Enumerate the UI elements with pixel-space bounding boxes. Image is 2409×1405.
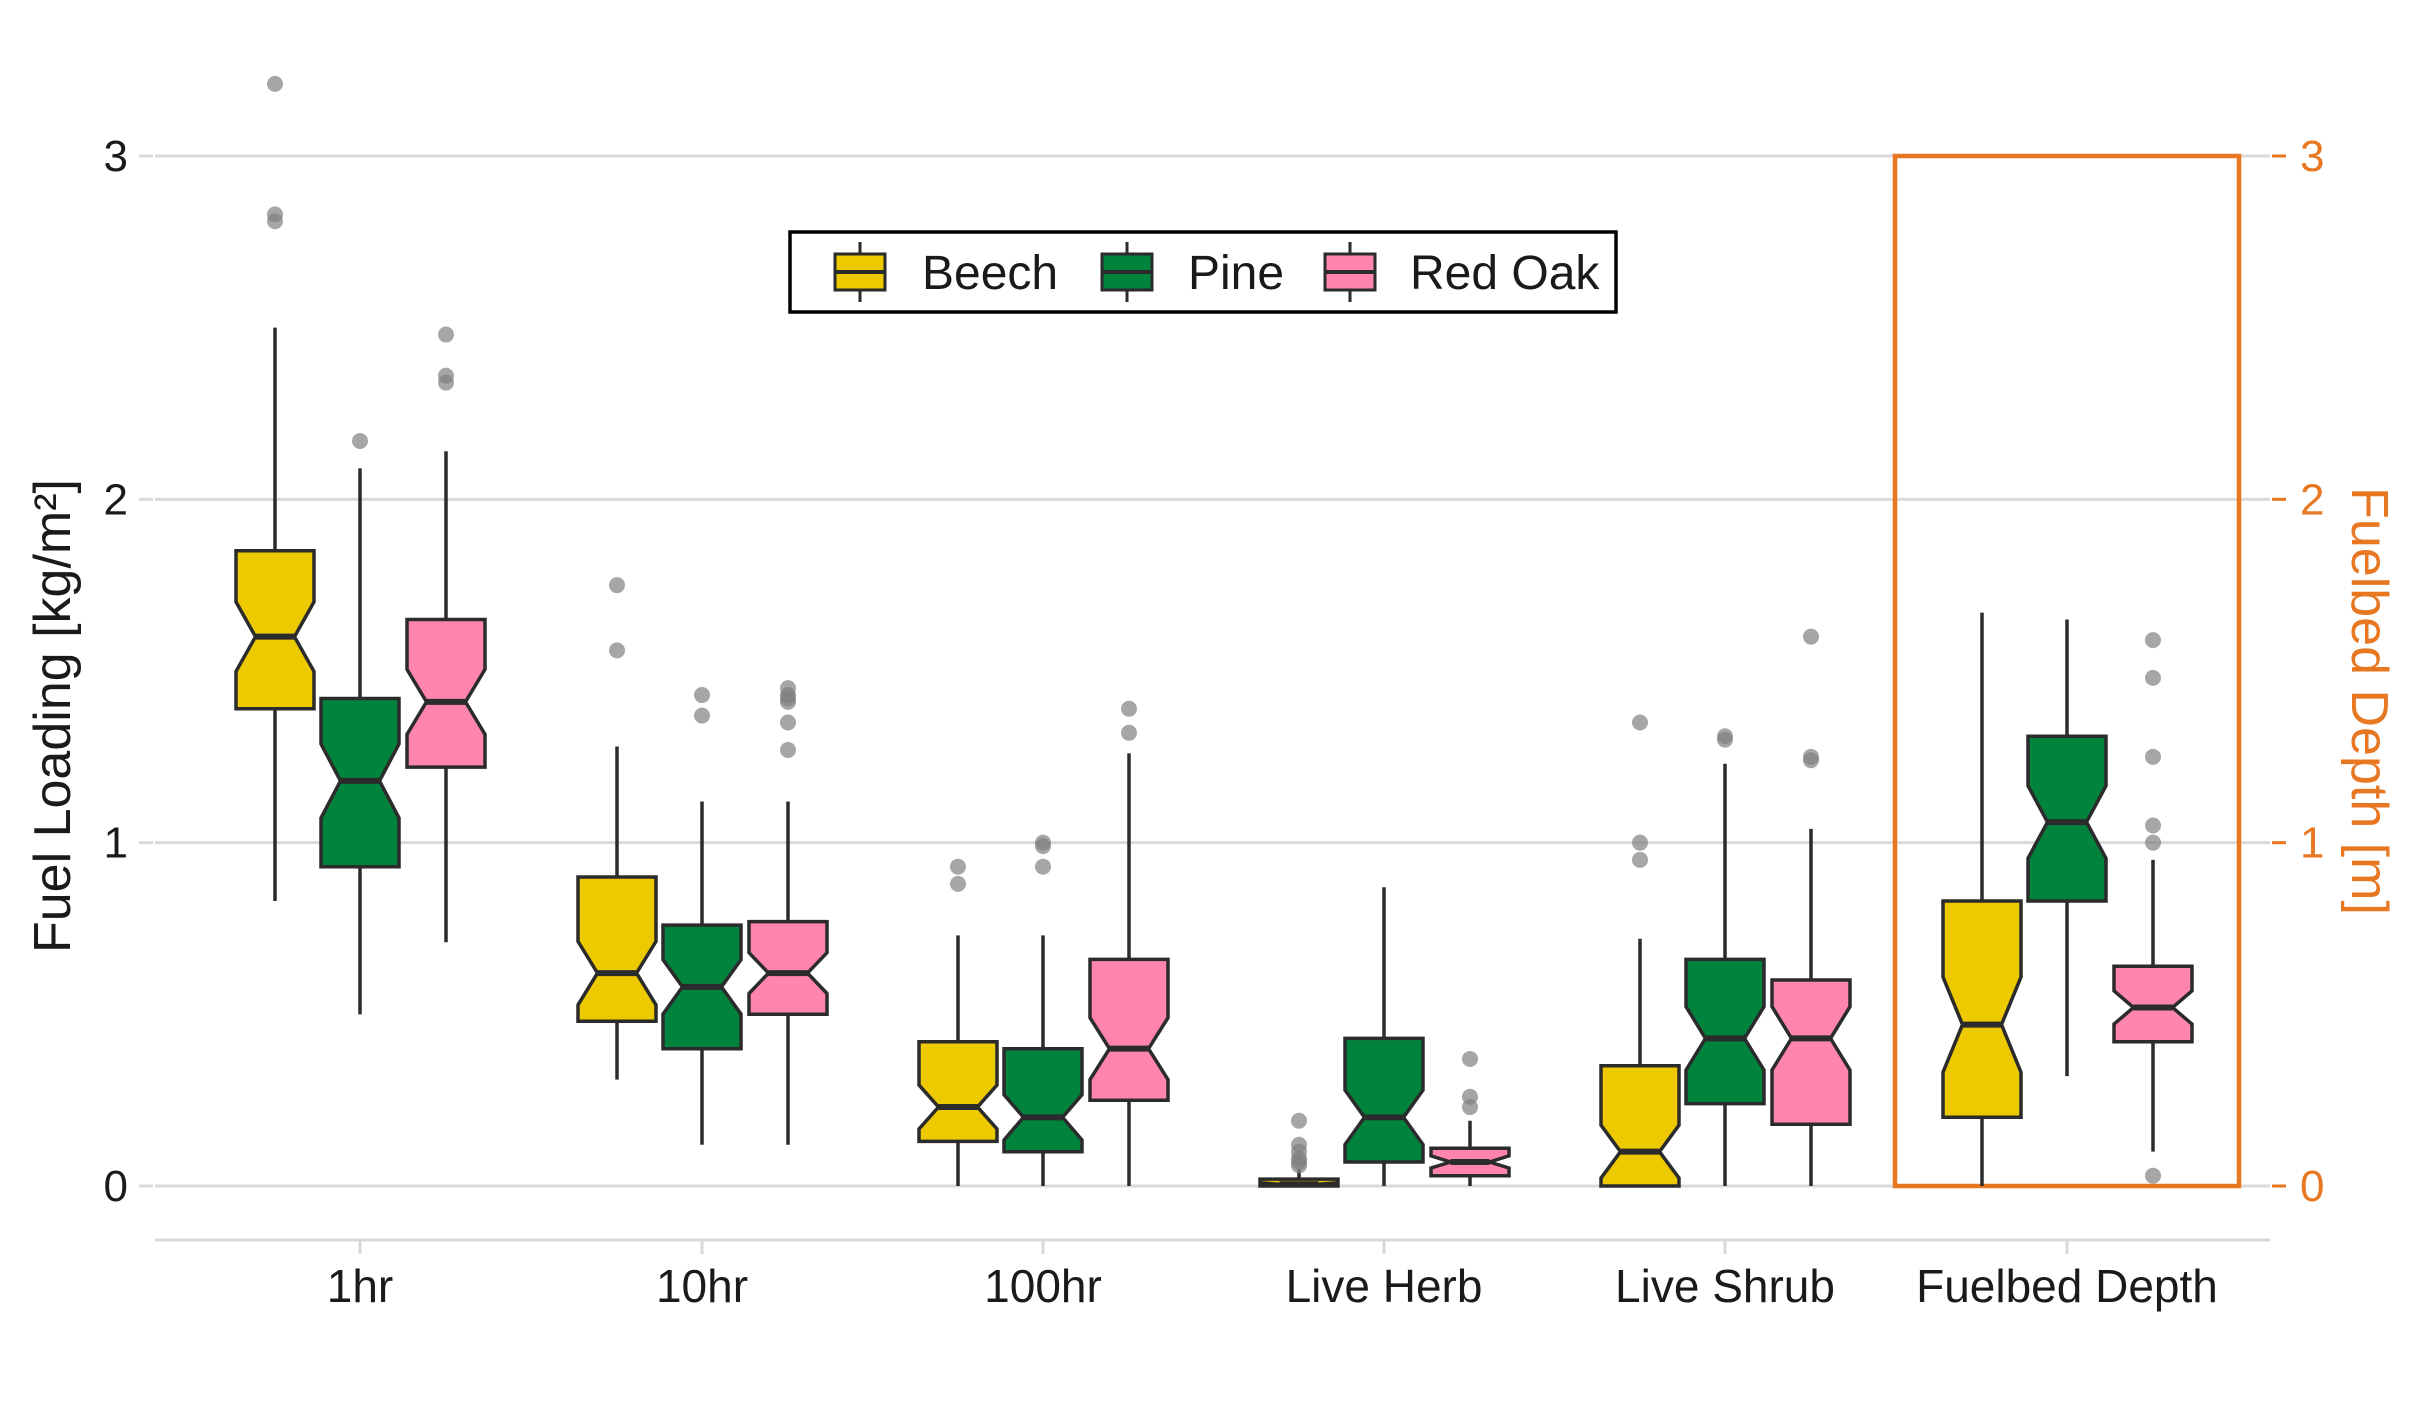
y2-tick-label-0: 0	[2300, 1162, 2324, 1211]
box-body	[405, 617, 487, 769]
box-red-oak-1hr	[405, 326, 487, 943]
box-body	[1088, 957, 1170, 1102]
box-body	[234, 549, 316, 711]
outlier-point	[2145, 632, 2161, 649]
box-beech-100hr	[917, 858, 999, 1186]
box-body	[1599, 1064, 1681, 1188]
x-tick-label-live-herb: Live Herb	[1286, 1260, 1483, 1312]
outlier-point	[267, 206, 283, 223]
boxes	[234, 75, 2194, 1188]
outlier-point	[694, 707, 710, 724]
x-tick-label-live-shrub: Live Shrub	[1615, 1260, 1835, 1312]
outlier-point	[1035, 858, 1051, 875]
outlier-point	[780, 714, 796, 731]
box-pine-1hr	[319, 432, 401, 1015]
y-axis-title: Fuel Loading [kg/m²]	[24, 479, 82, 953]
outlier-point	[267, 75, 283, 92]
outlier-point	[780, 741, 796, 758]
outlier-point	[1121, 724, 1137, 741]
box-pine-100hr	[1002, 834, 1084, 1186]
y-tick-label-2: 2	[104, 475, 128, 524]
fuelbed-depth-highlight-frame	[1892, 153, 2242, 1189]
legend-item-red-oak: Red Oak	[1323, 242, 1600, 302]
outlier-point	[2145, 748, 2161, 765]
box-beech-10hr	[576, 577, 658, 1080]
box-beech-fuelbed-depth	[1941, 612, 2023, 1186]
outlier-point	[1803, 628, 1819, 645]
x-tick-label-1hr: 1hr	[327, 1260, 393, 1312]
axes: 1hr 10hr 100hr Live Herb Live Shrub Fuelbed D…	[104, 132, 2325, 1312]
x-tick-label-10hr: 10hr	[656, 1260, 748, 1312]
outlier-point	[2145, 817, 2161, 834]
y2-tick-label-2: 2	[2300, 475, 2324, 524]
legend-item-pine: Pine	[1100, 242, 1284, 302]
box-red-oak-10hr	[747, 680, 829, 1145]
box-pine-live-herb	[1343, 887, 1425, 1186]
legend-label-pine: Pine	[1188, 247, 1284, 300]
outlier-point	[1035, 834, 1051, 851]
outlier-point	[950, 858, 966, 875]
legend-label-beech: Beech	[922, 247, 1058, 300]
outlier-point	[352, 432, 368, 449]
outlier-point	[1803, 748, 1819, 765]
box-beech-live-herb	[1258, 1112, 1340, 1188]
box-body	[1684, 957, 1766, 1106]
box-red-oak-live-herb	[1429, 1050, 1511, 1186]
y-tick-label-3: 3	[104, 132, 128, 181]
outlier-point	[1291, 1136, 1307, 1153]
box-body	[917, 1040, 999, 1144]
x-tick-label-fuelbed-depth: Fuelbed Depth	[1916, 1260, 2218, 1312]
box-body	[1002, 1046, 1084, 1154]
legend: Beech Pine Red Oak	[788, 230, 1618, 314]
secondary-y-axis-title: Fuelbed Depth [m]	[2340, 487, 2398, 915]
y2-tick-label-3: 3	[2300, 132, 2324, 181]
y-tick-label-1: 1	[104, 819, 128, 868]
box-body	[576, 875, 658, 1023]
y-tick-label-0: 0	[104, 1162, 128, 1211]
y2-tick-label-1: 1	[2300, 819, 2324, 868]
x-tick-label-100hr: 100hr	[984, 1260, 1102, 1312]
outlier-point	[438, 326, 454, 343]
box-body	[2112, 964, 2194, 1044]
box-body	[1770, 978, 1852, 1126]
outlier-point	[694, 687, 710, 704]
box-body	[1941, 899, 2023, 1120]
box-red-oak-100hr	[1088, 700, 1170, 1186]
outlier-point	[950, 875, 966, 892]
outlier-point	[609, 577, 625, 594]
box-body	[1343, 1036, 1425, 1164]
fuelbed-highlight	[1892, 153, 2242, 1189]
outlier-point	[609, 642, 625, 659]
outlier-point	[1632, 851, 1648, 868]
box-beech-1hr	[234, 75, 316, 902]
box-pine-live-shrub	[1684, 728, 1766, 1186]
outlier-point	[1717, 728, 1733, 745]
outlier-point	[780, 680, 796, 697]
box-red-oak-fuelbed-depth	[2112, 632, 2194, 1184]
box-pine-fuelbed-depth	[2026, 619, 2108, 1077]
outlier-point	[1121, 700, 1137, 717]
outlier-point	[1632, 834, 1648, 851]
box-red-oak-live-shrub	[1770, 628, 1852, 1186]
box-pine-10hr	[661, 687, 743, 1145]
legend-item-beech: Beech	[833, 242, 1058, 302]
outlier-point	[1291, 1112, 1307, 1129]
outlier-point	[1462, 1088, 1478, 1105]
outlier-point	[438, 367, 454, 384]
legend-frame	[788, 230, 1618, 314]
outlier-point	[2145, 669, 2161, 686]
outlier-point	[2145, 834, 2161, 851]
box-body	[747, 919, 829, 1017]
outlier-point	[1632, 714, 1648, 731]
box-body	[2026, 734, 2108, 903]
legend-label-red-oak: Red Oak	[1410, 247, 1600, 300]
outlier-point	[1462, 1050, 1478, 1067]
box-beech-live-shrub	[1599, 714, 1681, 1188]
outlier-point	[2145, 1167, 2161, 1184]
